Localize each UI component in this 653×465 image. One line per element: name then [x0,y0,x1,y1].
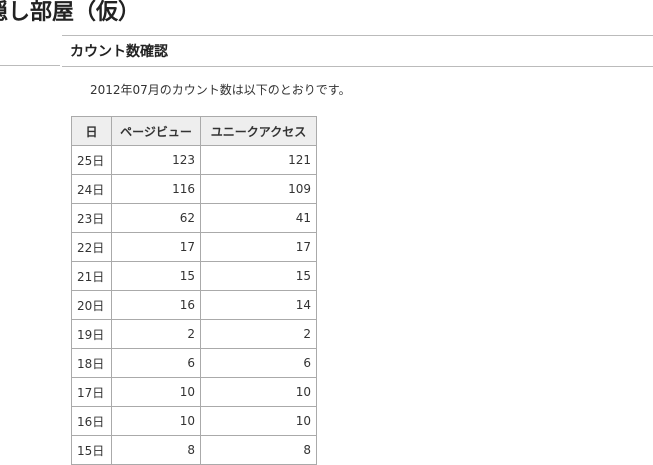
unique-access-cell: 121 [200,145,317,175]
unique-access-cell: 8 [200,435,317,465]
pageview-cell: 17 [111,232,201,262]
unique-access-cell: 2 [200,319,317,349]
table-row: 17日 10 10 [71,377,317,407]
day-cell: 18日 [71,348,112,378]
table-row: 22日 17 17 [71,232,317,262]
section-header: カウント数確認 [62,35,653,67]
unique-access-cell: 41 [200,203,317,233]
day-cell: 24日 [71,174,112,204]
column-header: ユニークアクセス [200,116,317,146]
table-body: 25日 123 121 24日 116 109 23日 62 41 22日 17 17 21日 15 15 2… [71,145,317,465]
unique-access-cell: 6 [200,348,317,378]
table-row: 20日 16 14 [71,290,317,320]
pageview-cell: 123 [111,145,201,175]
pageview-cell: 16 [111,290,201,320]
pageview-cell: 15 [111,261,201,291]
table-row: 21日 15 15 [71,261,317,291]
table-row: 19日 2 2 [71,319,317,349]
day-cell: 17日 [71,377,112,407]
day-cell: 21日 [71,261,112,291]
pageview-cell: 8 [111,435,201,465]
pageview-cell: 2 [111,319,201,349]
day-cell: 16日 [71,406,112,436]
unique-access-cell: 10 [200,406,317,436]
divider [0,65,60,66]
table-row: 16日 10 10 [71,406,317,436]
day-cell: 23日 [71,203,112,233]
site-title[interactable]: 隠し部屋（仮） [0,0,141,25]
day-cell: 19日 [71,319,112,349]
section-heading: カウント数確認 [70,44,168,60]
unique-access-cell: 10 [200,377,317,407]
day-cell: 15日 [71,435,112,465]
table-row: 15日 8 8 [71,435,317,465]
unique-access-cell: 109 [200,174,317,204]
unique-access-cell: 14 [200,290,317,320]
table-row: 23日 62 41 [71,203,317,233]
table-row: 18日 6 6 [71,348,317,378]
day-cell: 22日 [71,232,112,262]
unique-access-cell: 17 [200,232,317,262]
count-table: 日 ページビュー ユニークアクセス 25日 123 121 24日 116 109 23日 6… [71,116,317,465]
column-header: ページビュー [111,116,201,146]
pageview-cell: 116 [111,174,201,204]
day-cell: 20日 [71,290,112,320]
day-cell: 25日 [71,145,112,175]
table-row: 25日 123 121 [71,145,317,175]
intro-text: 2012年07月のカウント数は以下のとおりです。 [90,83,351,97]
unique-access-cell: 15 [200,261,317,291]
pageview-cell: 10 [111,406,201,436]
pageview-cell: 10 [111,377,201,407]
pageview-cell: 6 [111,348,201,378]
table-row: 24日 116 109 [71,174,317,204]
pageview-cell: 62 [111,203,201,233]
column-header: 日 [71,116,112,146]
header-row: 日 ページビュー ユニークアクセス [71,116,317,146]
